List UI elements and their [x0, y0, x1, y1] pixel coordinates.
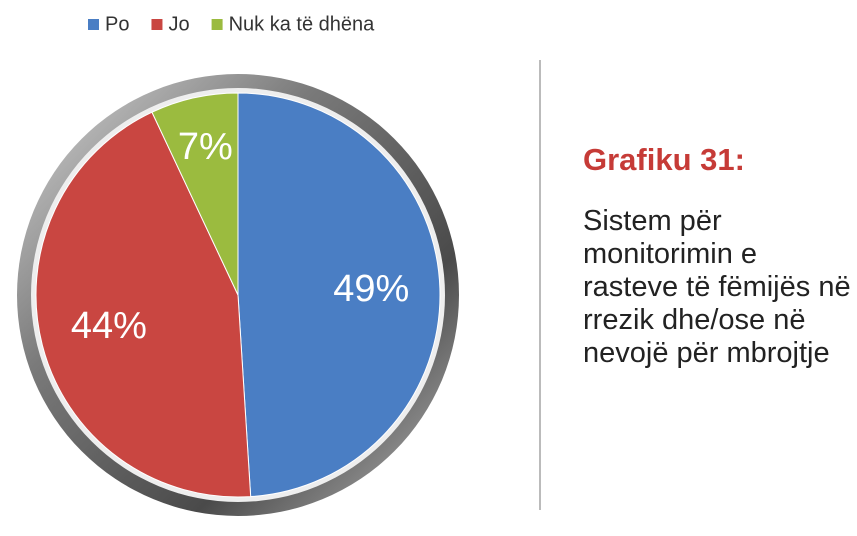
data-label: 44%	[71, 305, 147, 347]
legend-swatch	[88, 19, 99, 30]
legend-swatch	[151, 19, 163, 30]
data-label: 7%	[178, 126, 233, 168]
pie-slice	[151, 92, 239, 296]
data-label: 49%	[333, 268, 409, 310]
chart-title: Grafiku 31:	[583, 142, 745, 177]
legend-label: Nuk ka të dhëna	[229, 13, 376, 35]
chart-subtitle: Sistem për monitorimin e rasteve të fëmi…	[583, 205, 851, 369]
legend-label: Jo	[168, 13, 189, 35]
legend-swatch	[211, 19, 223, 30]
pie-slice	[237, 92, 441, 498]
legend-label: Po	[105, 13, 129, 35]
